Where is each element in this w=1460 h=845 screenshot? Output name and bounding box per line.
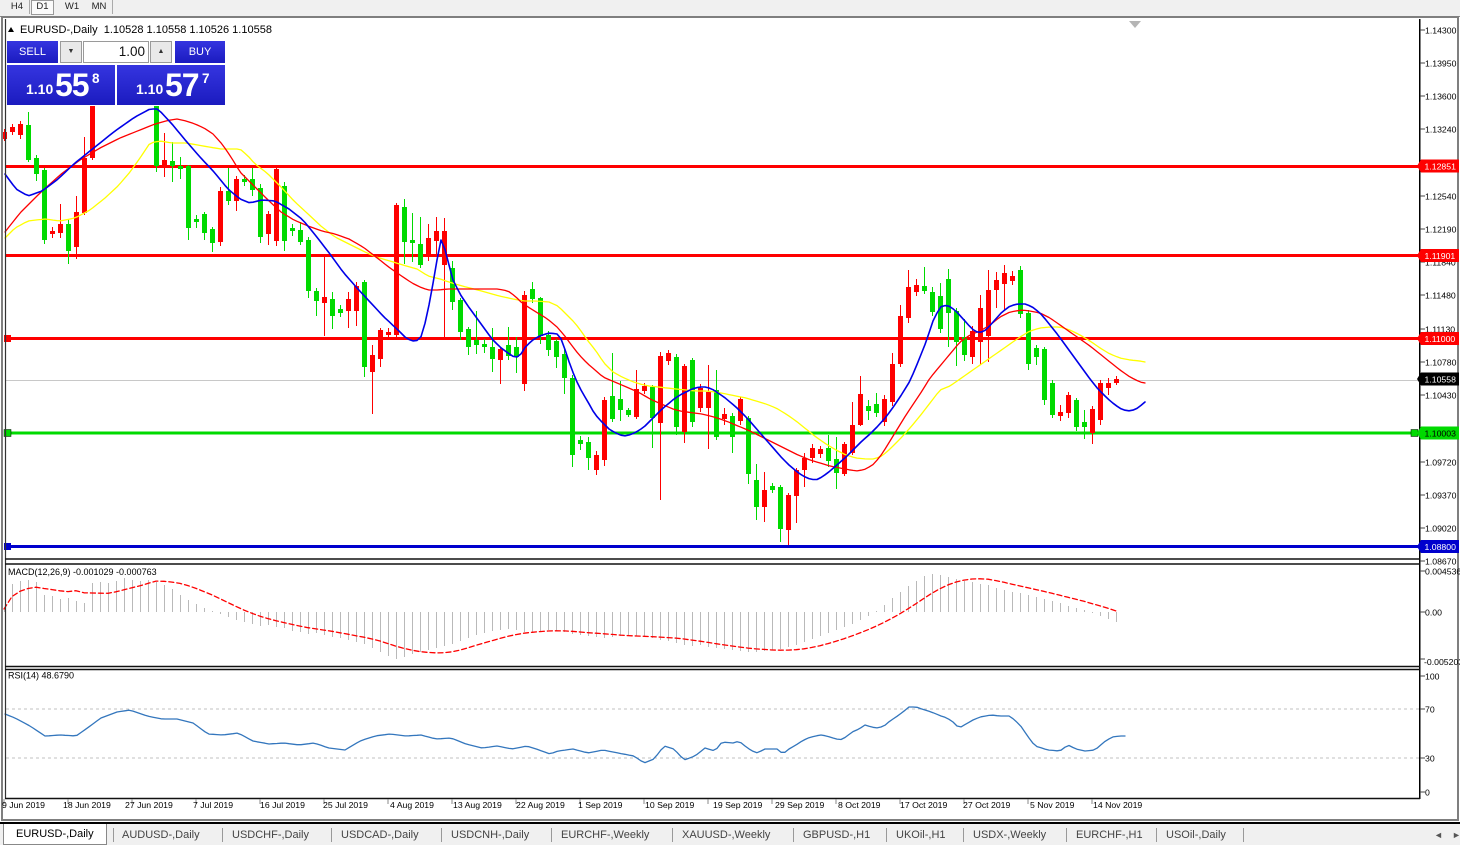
svg-text:70: 70 — [1425, 704, 1435, 714]
svg-text:1.13600: 1.13600 — [1425, 91, 1457, 101]
svg-text:5 Nov 2019: 5 Nov 2019 — [1030, 800, 1075, 810]
svg-text:1.11000: 1.11000 — [1425, 334, 1456, 344]
svg-text:1 Sep 2019: 1 Sep 2019 — [578, 800, 623, 810]
svg-text:1.10780: 1.10780 — [1425, 357, 1457, 367]
svg-text:1.12540: 1.12540 — [1425, 191, 1457, 201]
svg-text:29 Sep 2019: 29 Sep 2019 — [775, 800, 824, 810]
svg-text:18 Jun 2019: 18 Jun 2019 — [63, 800, 111, 810]
svg-text:9 Jun 2019: 9 Jun 2019 — [2, 800, 45, 810]
svg-text:1.08800: 1.08800 — [1425, 542, 1457, 552]
svg-text:1.11480: 1.11480 — [1425, 290, 1456, 300]
svg-text:1.14300: 1.14300 — [1425, 25, 1457, 35]
svg-text:1.12851: 1.12851 — [1425, 161, 1457, 171]
svg-text:1.13950: 1.13950 — [1425, 58, 1457, 68]
svg-text:27 Oct 2019: 27 Oct 2019 — [963, 800, 1011, 810]
svg-text:16 Jul 2019: 16 Jul 2019 — [260, 800, 305, 810]
svg-text:1.08670: 1.08670 — [1425, 556, 1457, 566]
svg-text:14 Nov 2019: 14 Nov 2019 — [1093, 800, 1142, 810]
svg-text:0.00: 0.00 — [1425, 607, 1442, 617]
svg-text:100: 100 — [1425, 671, 1440, 681]
svg-text:RSI(14) 48.6790: RSI(14) 48.6790 — [8, 671, 74, 681]
svg-text:1.10430: 1.10430 — [1425, 390, 1457, 400]
svg-text:1.09720: 1.09720 — [1425, 457, 1457, 467]
svg-text:MACD(12,26,9) -0.001029 -0.000: MACD(12,26,9) -0.001029 -0.000763 — [8, 567, 157, 577]
svg-text:1.11840: 1.11840 — [1425, 257, 1456, 267]
svg-text:1.10003: 1.10003 — [1425, 428, 1457, 438]
svg-text:13 Aug 2019: 13 Aug 2019 — [453, 800, 502, 810]
svg-text:4 Aug 2019: 4 Aug 2019 — [390, 800, 434, 810]
svg-text:7 Jul 2019: 7 Jul 2019 — [193, 800, 233, 810]
svg-text:27 Jun 2019: 27 Jun 2019 — [125, 800, 173, 810]
svg-text:-0.005203: -0.005203 — [1424, 657, 1460, 667]
svg-text:19 Sep 2019: 19 Sep 2019 — [713, 800, 762, 810]
svg-text:1.09370: 1.09370 — [1425, 490, 1457, 500]
svg-text:1.11130: 1.11130 — [1425, 324, 1455, 334]
svg-text:1.12190: 1.12190 — [1425, 224, 1457, 234]
svg-text:25 Jul 2019: 25 Jul 2019 — [323, 800, 368, 810]
svg-text:10 Sep 2019: 10 Sep 2019 — [645, 800, 694, 810]
svg-text:1.13240: 1.13240 — [1425, 124, 1457, 134]
svg-text:30: 30 — [1425, 753, 1435, 763]
svg-text:0: 0 — [1425, 787, 1430, 797]
svg-text:1.11901: 1.11901 — [1425, 251, 1456, 261]
svg-text:8 Oct 2019: 8 Oct 2019 — [838, 800, 881, 810]
svg-text:1.10558: 1.10558 — [1425, 374, 1457, 384]
svg-text:0.004536: 0.004536 — [1425, 566, 1460, 576]
svg-text:17 Oct 2019: 17 Oct 2019 — [900, 800, 948, 810]
svg-text:22 Aug 2019: 22 Aug 2019 — [516, 800, 565, 810]
svg-text:1.09020: 1.09020 — [1425, 523, 1457, 533]
